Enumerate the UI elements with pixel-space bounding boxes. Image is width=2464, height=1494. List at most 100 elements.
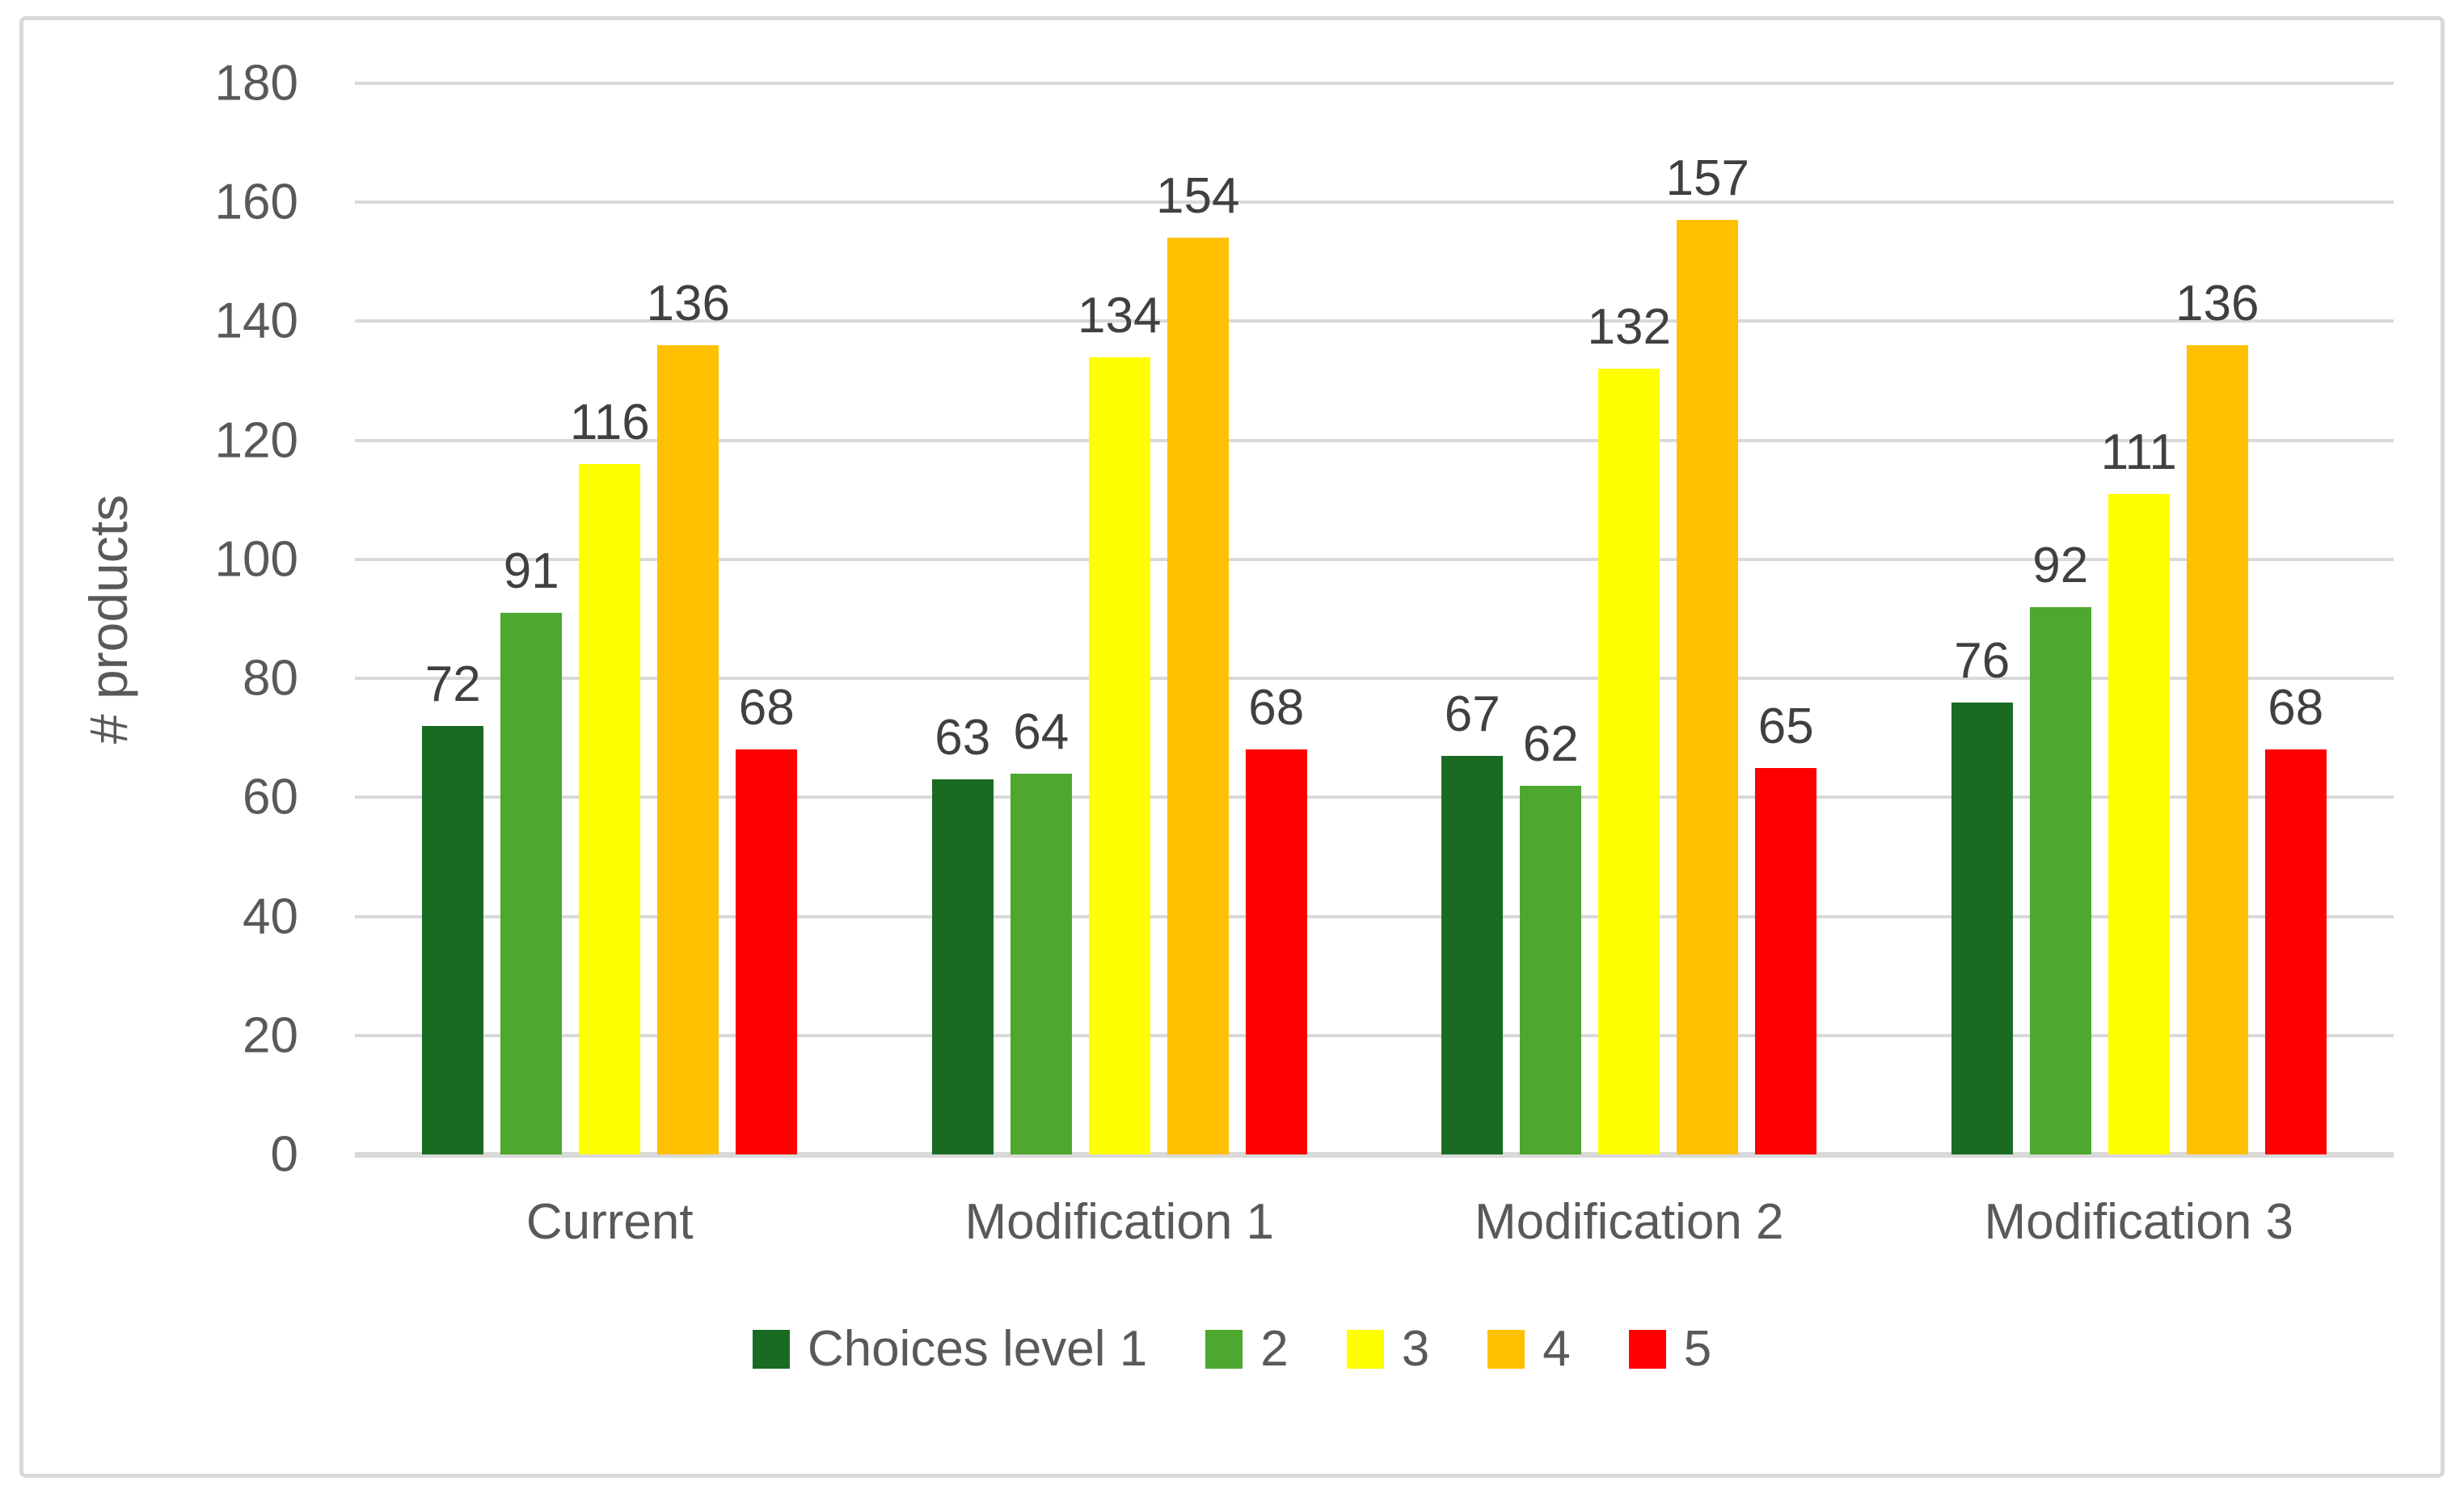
bar bbox=[1245, 749, 1307, 1154]
bar bbox=[1088, 357, 1150, 1154]
bar bbox=[2186, 344, 2248, 1154]
data-label: 136 bbox=[646, 275, 730, 331]
legend-swatch-icon bbox=[1487, 1329, 1525, 1369]
data-label: 132 bbox=[1587, 299, 1671, 356]
data-label: 68 bbox=[1248, 680, 1305, 736]
data-label: 111 bbox=[2100, 424, 2177, 480]
bar-group-modification-1: 63 64 134 154 68 bbox=[865, 83, 1375, 1154]
bar bbox=[2264, 749, 2327, 1154]
category-label-modification-2: Modification 2 bbox=[1474, 1194, 1784, 1250]
gridline bbox=[355, 200, 2394, 205]
gridline bbox=[355, 1033, 2394, 1037]
bar bbox=[2029, 606, 2091, 1154]
bar-series-5-modification-2: 65 bbox=[1755, 698, 1817, 1154]
legend-item-2: 2 bbox=[1205, 1320, 1289, 1378]
legend-swatch-icon bbox=[1628, 1329, 1666, 1369]
bar bbox=[1951, 702, 2013, 1154]
bar bbox=[1598, 369, 1660, 1154]
gridline bbox=[355, 796, 2394, 800]
data-label: 116 bbox=[569, 395, 650, 451]
legend-item-4: 4 bbox=[1487, 1320, 1571, 1378]
data-label: 63 bbox=[935, 710, 991, 766]
gridline bbox=[355, 438, 2394, 442]
data-label: 72 bbox=[424, 656, 481, 712]
bar bbox=[579, 464, 641, 1154]
bar-series-2-modification-1: 64 bbox=[1010, 704, 1072, 1154]
legend-swatch-icon bbox=[752, 1329, 790, 1369]
bar-series-2-modification-3: 92 bbox=[2029, 538, 2091, 1154]
bar bbox=[422, 726, 484, 1154]
bar-series-4-modification-1: 154 bbox=[1156, 168, 1239, 1154]
y-tick-label-40: 40 bbox=[243, 888, 298, 945]
legend-label: 2 bbox=[1260, 1321, 1289, 1377]
bar-group-modification-3: 76 92 111 136 68 bbox=[1884, 83, 2394, 1154]
bar-series-5-modification-3: 68 bbox=[2264, 680, 2327, 1154]
data-label: 62 bbox=[1522, 715, 1579, 772]
gridline bbox=[355, 82, 2394, 85]
bar-series-1-modification-2: 67 bbox=[1441, 686, 1504, 1154]
x-axis-category-labels: Current Modification 1 Modification 2 Modif… bbox=[355, 1193, 2394, 1251]
bar-series-3-modification-3: 111 bbox=[2101, 424, 2177, 1154]
bar bbox=[1520, 785, 1582, 1154]
bar-group-current: 72 91 116 136 68 bbox=[355, 83, 865, 1154]
bar-series-2-modification-2: 62 bbox=[1520, 716, 1582, 1154]
bar-series-4-modification-2: 157 bbox=[1666, 150, 1749, 1154]
chart-body: # products 180 160 140 120 100 80 60 40 20 0 72 91… bbox=[23, 56, 2441, 1183]
bar-series-3-current: 116 bbox=[570, 395, 650, 1154]
bar-series-1-modification-1: 63 bbox=[931, 710, 994, 1154]
legend-item-5: 5 bbox=[1628, 1320, 1712, 1378]
data-label: 91 bbox=[503, 543, 559, 600]
bar bbox=[931, 779, 994, 1154]
y-tick-label-160: 160 bbox=[214, 174, 298, 230]
bar bbox=[2107, 493, 2170, 1154]
chart-frame: # products 180 160 140 120 100 80 60 40 20 0 72 91… bbox=[19, 16, 2445, 1478]
data-label: 64 bbox=[1013, 703, 1070, 760]
plot-area: 72 91 116 136 68 63 64 134 154 68 67 62 132 157 65 76 92… bbox=[355, 82, 2394, 1158]
bar bbox=[736, 749, 798, 1154]
data-label: 134 bbox=[1078, 287, 1162, 344]
y-tick-label-60: 60 bbox=[243, 769, 298, 825]
bar bbox=[1755, 767, 1817, 1154]
data-label: 68 bbox=[738, 680, 795, 736]
data-label: 68 bbox=[2268, 680, 2324, 736]
gridline bbox=[355, 557, 2394, 561]
y-axis-title-column: # products bbox=[23, 83, 193, 1154]
gridline bbox=[355, 677, 2394, 681]
bar-series-1-modification-3: 76 bbox=[1951, 633, 2013, 1154]
y-tick-label-20: 20 bbox=[243, 1007, 298, 1064]
category-label-current: Current bbox=[525, 1194, 694, 1250]
bar bbox=[1010, 773, 1072, 1154]
data-label: 157 bbox=[1665, 150, 1749, 207]
bar bbox=[1677, 220, 1739, 1154]
bar-series-3-modification-1: 134 bbox=[1078, 288, 1161, 1154]
legend-label: 3 bbox=[1401, 1321, 1430, 1377]
y-tick-label-140: 140 bbox=[214, 293, 298, 349]
y-axis-title: # products bbox=[78, 494, 138, 744]
bar bbox=[500, 613, 563, 1154]
bar-groups: 72 91 116 136 68 63 64 134 154 68 67 62 132 157 65 76 92… bbox=[355, 83, 2394, 1154]
data-label: 76 bbox=[1954, 632, 2010, 689]
y-tick-label-100: 100 bbox=[214, 531, 298, 588]
legend: Choices level 1 2 3 4 5 bbox=[23, 1320, 2441, 1378]
y-axis-tick-labels: 180 160 140 120 100 80 60 40 20 0 bbox=[193, 56, 355, 1183]
bar bbox=[1441, 755, 1504, 1154]
legend-item-3: 3 bbox=[1346, 1320, 1430, 1378]
bar-group-modification-2: 67 62 132 157 65 bbox=[1374, 83, 1884, 1154]
category-label-modification-1: Modification 1 bbox=[964, 1194, 1275, 1250]
legend-swatch-icon bbox=[1346, 1329, 1384, 1369]
y-tick-label-180: 180 bbox=[214, 55, 298, 112]
bar bbox=[1167, 238, 1229, 1154]
gridline bbox=[355, 914, 2394, 918]
bar-series-3-modification-2: 132 bbox=[1588, 299, 1671, 1154]
legend-label: 5 bbox=[1683, 1321, 1712, 1377]
data-label: 136 bbox=[2175, 275, 2259, 331]
y-tick-label-120: 120 bbox=[214, 412, 298, 469]
bar-series-4-current: 136 bbox=[647, 276, 730, 1154]
gridline bbox=[355, 319, 2394, 323]
legend-label: 4 bbox=[1542, 1321, 1571, 1377]
y-tick-label-0: 0 bbox=[270, 1126, 298, 1183]
bar-series-5-current: 68 bbox=[736, 680, 798, 1154]
data-label: 92 bbox=[2032, 537, 2089, 593]
legend-item-1: Choices level 1 bbox=[752, 1320, 1147, 1378]
y-tick-label-80: 80 bbox=[243, 650, 298, 707]
